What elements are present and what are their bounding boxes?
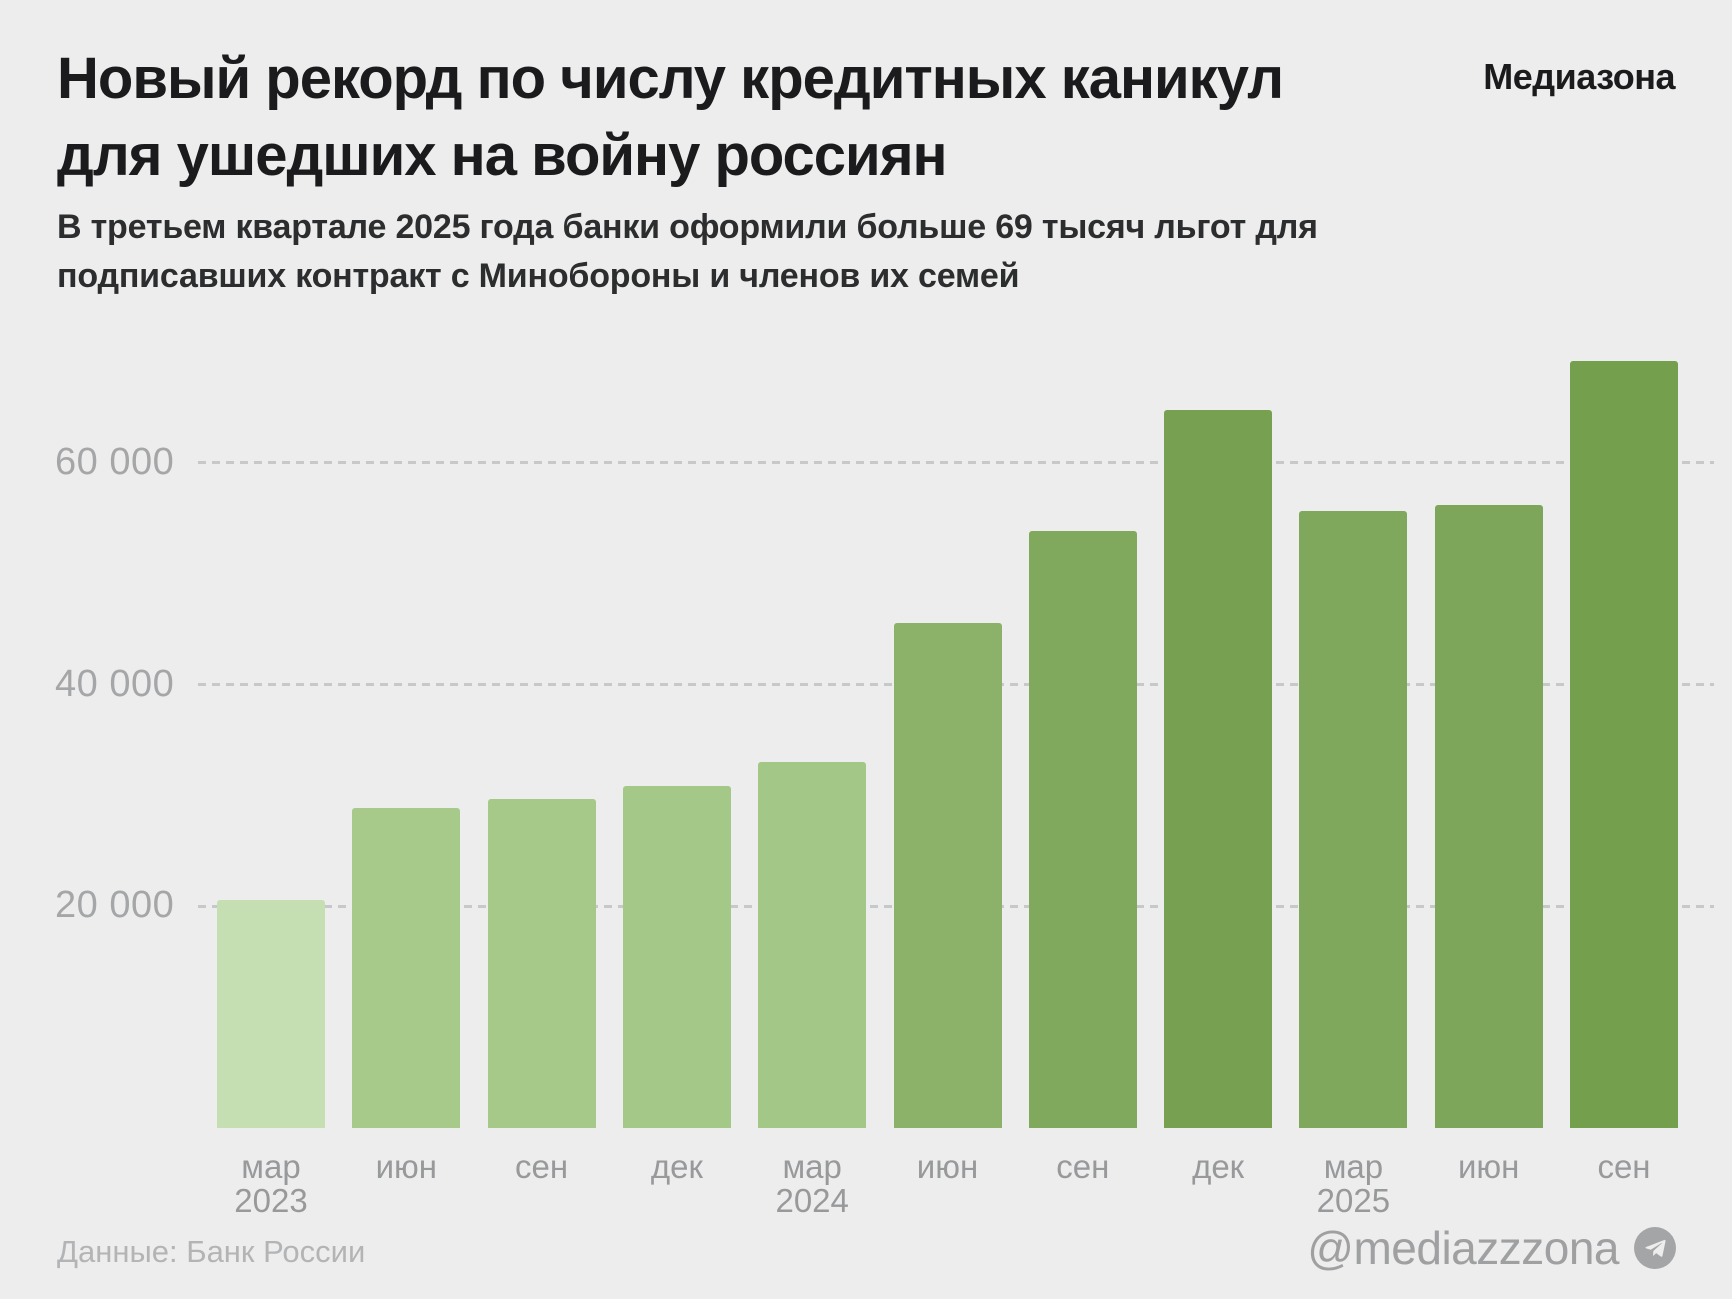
data-source: Данные: Банк России — [57, 1234, 366, 1269]
x-tick-year: 2023 — [234, 1182, 308, 1219]
x-tick-month: июн — [375, 1148, 437, 1185]
bar-мар-2023 — [217, 899, 325, 1128]
page-title-line2: для ушедших на войну россиян — [57, 123, 948, 188]
bar-дек — [1164, 409, 1273, 1128]
y-tick-label: 20 000 — [55, 884, 175, 927]
page-title-line1: Новый рекорд по числу кредитных каникул — [57, 46, 1284, 111]
x-tick-month: сен — [1056, 1148, 1110, 1185]
x-tick-year: 2025 — [1316, 1182, 1391, 1219]
brand-logo: Медиазона — [1483, 56, 1675, 97]
x-tick-year: 2024 — [775, 1182, 849, 1219]
bar-июн — [352, 807, 461, 1128]
bar-мар-2025 — [1299, 510, 1408, 1128]
bar-мар-2024 — [758, 762, 867, 1128]
x-tick-month: сен — [515, 1148, 569, 1185]
page-title: Новый рекорд по числу кредитных каникул … — [57, 40, 1284, 194]
bar-сен — [1570, 360, 1678, 1128]
y-tick-label: 60 000 — [55, 440, 175, 483]
x-tick-month: мар — [782, 1148, 842, 1185]
x-tick-month: июн — [1457, 1148, 1520, 1185]
x-tick-month: мар — [241, 1148, 301, 1185]
chart-subtitle-line1: В третьем квартале 2025 года банки оформ… — [57, 208, 1318, 246]
bar-сен — [487, 798, 596, 1128]
x-tick-month: дек — [650, 1148, 703, 1185]
chart-subtitle: В третьем квартале 2025 года банки оформ… — [57, 203, 1318, 301]
telegram-handle: @mediazzzona — [1307, 1221, 1676, 1275]
y-tick-label: 40 000 — [55, 662, 175, 705]
handle-text: @mediazzzona — [1307, 1222, 1619, 1274]
x-tick-month: июн — [916, 1148, 979, 1185]
x-tick-month: дек — [1192, 1148, 1245, 1185]
bar-июн — [1434, 505, 1543, 1128]
chart-subtitle-line2: подписавших контракт с Минобороны и член… — [57, 257, 1020, 295]
bar-сен — [1028, 530, 1137, 1128]
bar-дек — [622, 785, 731, 1128]
telegram-icon — [1634, 1227, 1676, 1269]
x-tick-month: мар — [1323, 1148, 1384, 1185]
gridline-60000 — [198, 461, 1714, 465]
bar-июн — [893, 622, 1002, 1128]
x-tick-month: сен — [1597, 1148, 1651, 1185]
